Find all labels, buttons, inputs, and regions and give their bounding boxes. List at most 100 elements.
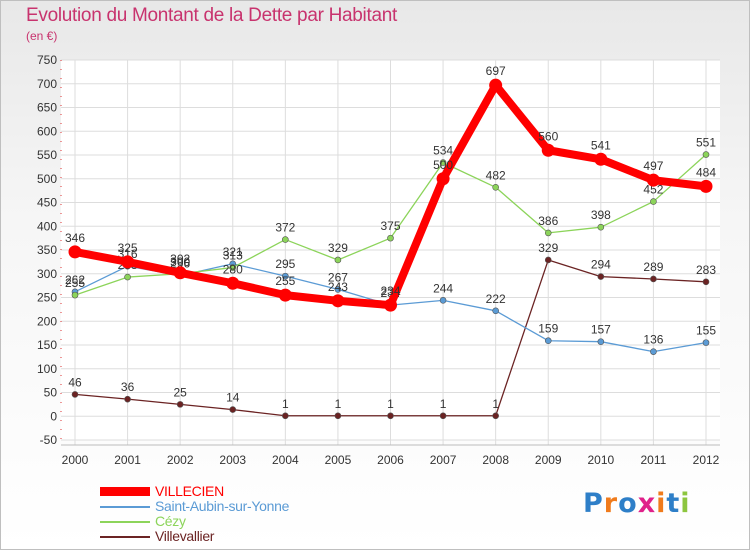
y-tick-label: 450 <box>37 196 57 210</box>
data-point <box>702 151 710 158</box>
legend-label: VILLECIEN <box>155 483 224 499</box>
x-tick-label: 2007 <box>430 453 457 467</box>
x-tick-label: 2000 <box>62 453 89 467</box>
data-label: 398 <box>591 208 611 222</box>
x-tick-label: 2004 <box>272 453 299 467</box>
data-label: 244 <box>433 281 453 295</box>
proxiti-logo: Proxiti <box>583 488 691 519</box>
data-point <box>68 245 82 259</box>
data-label: 452 <box>643 183 663 197</box>
data-label: 155 <box>696 324 716 338</box>
data-point <box>650 198 657 205</box>
data-label: 267 <box>328 270 348 284</box>
data-point <box>282 412 289 420</box>
data-label: 1 <box>335 397 342 411</box>
data-label: 1 <box>440 397 447 411</box>
data-point <box>544 229 552 237</box>
data-point <box>492 184 499 191</box>
y-tick-label: 400 <box>37 219 57 233</box>
data-point <box>282 272 289 280</box>
y-tick-label: 650 <box>37 101 57 115</box>
y-tick-label: 50 <box>44 386 58 400</box>
x-tick-label: 2011 <box>641 453 667 467</box>
data-point <box>387 234 394 242</box>
data-label: 14 <box>226 391 240 405</box>
legend-label: Saint-Aubin-sur-Yonne <box>155 498 290 514</box>
x-tick-label: 2008 <box>482 453 509 467</box>
data-point <box>597 223 605 231</box>
data-label: 346 <box>65 231 85 245</box>
logo-letter: i <box>680 488 691 519</box>
data-point <box>121 255 135 269</box>
data-point <box>594 152 608 166</box>
y-tick-label: 250 <box>37 291 57 305</box>
logo-letter: x <box>637 488 657 519</box>
data-point <box>176 401 184 408</box>
logo-letter: i <box>656 488 667 519</box>
data-point <box>439 297 447 304</box>
x-tick-label: 2010 <box>587 453 614 467</box>
data-point <box>229 406 237 413</box>
data-label: 375 <box>380 219 400 233</box>
data-label: 325 <box>118 241 138 255</box>
data-point <box>334 286 342 293</box>
data-label: 1 <box>387 397 394 411</box>
data-point <box>173 266 187 280</box>
data-label: 484 <box>696 165 716 179</box>
data-label: 497 <box>643 159 663 173</box>
data-label: 321 <box>223 245 243 259</box>
data-point <box>278 288 292 302</box>
data-label: 46 <box>68 375 82 389</box>
data-point <box>71 291 79 299</box>
data-label: 372 <box>275 221 295 235</box>
y-tick-label: 700 <box>37 77 57 91</box>
data-label: 243 <box>328 280 348 294</box>
y-tick-label: 0 <box>50 409 57 423</box>
logo-letter: r <box>603 488 619 519</box>
logo-letter: P <box>583 488 604 519</box>
data-label: 329 <box>328 241 348 255</box>
y-tick-label: 500 <box>37 172 57 186</box>
data-point <box>492 412 499 420</box>
data-point <box>226 276 240 290</box>
data-label: 482 <box>486 168 506 182</box>
data-label: 25 <box>173 385 187 399</box>
x-tick-label: 2001 <box>114 453 141 467</box>
data-label: 280 <box>223 262 243 276</box>
y-tick-label: 750 <box>37 53 57 67</box>
legend-swatch <box>100 487 150 496</box>
data-label: 697 <box>486 64 506 78</box>
data-point <box>702 339 710 346</box>
data-label: 302 <box>170 252 190 266</box>
data-point <box>489 78 503 92</box>
y-tick-label: 300 <box>37 267 57 281</box>
data-point <box>124 395 131 403</box>
data-label: 283 <box>696 263 716 277</box>
data-label: 313 <box>223 249 243 263</box>
logo-letter: t <box>666 488 681 519</box>
legend-label: Villevallier <box>155 528 215 544</box>
y-tick-label: 350 <box>37 243 57 257</box>
data-label: 255 <box>65 276 85 290</box>
data-label: 296 <box>170 257 190 271</box>
data-label: 500 <box>433 158 453 172</box>
data-point <box>71 391 79 398</box>
x-tick-label: 2005 <box>325 453 352 467</box>
x-tick-label: 2012 <box>693 453 720 467</box>
data-point <box>650 275 657 283</box>
legend-label: Cézy <box>155 513 186 529</box>
data-label: 234 <box>380 284 400 298</box>
data-point <box>597 273 605 280</box>
data-point <box>439 412 447 420</box>
chart-title: Evolution du Montant de la Dette par Hab… <box>26 5 397 26</box>
y-tick-label: -50 <box>40 433 58 447</box>
chart-unit: (en €) <box>26 29 58 43</box>
data-point <box>699 179 713 193</box>
data-point <box>702 278 710 286</box>
data-label: 136 <box>643 333 663 347</box>
data-label: 159 <box>538 322 558 336</box>
data-point <box>334 256 342 264</box>
data-point <box>492 307 499 315</box>
data-label: 294 <box>591 258 611 272</box>
